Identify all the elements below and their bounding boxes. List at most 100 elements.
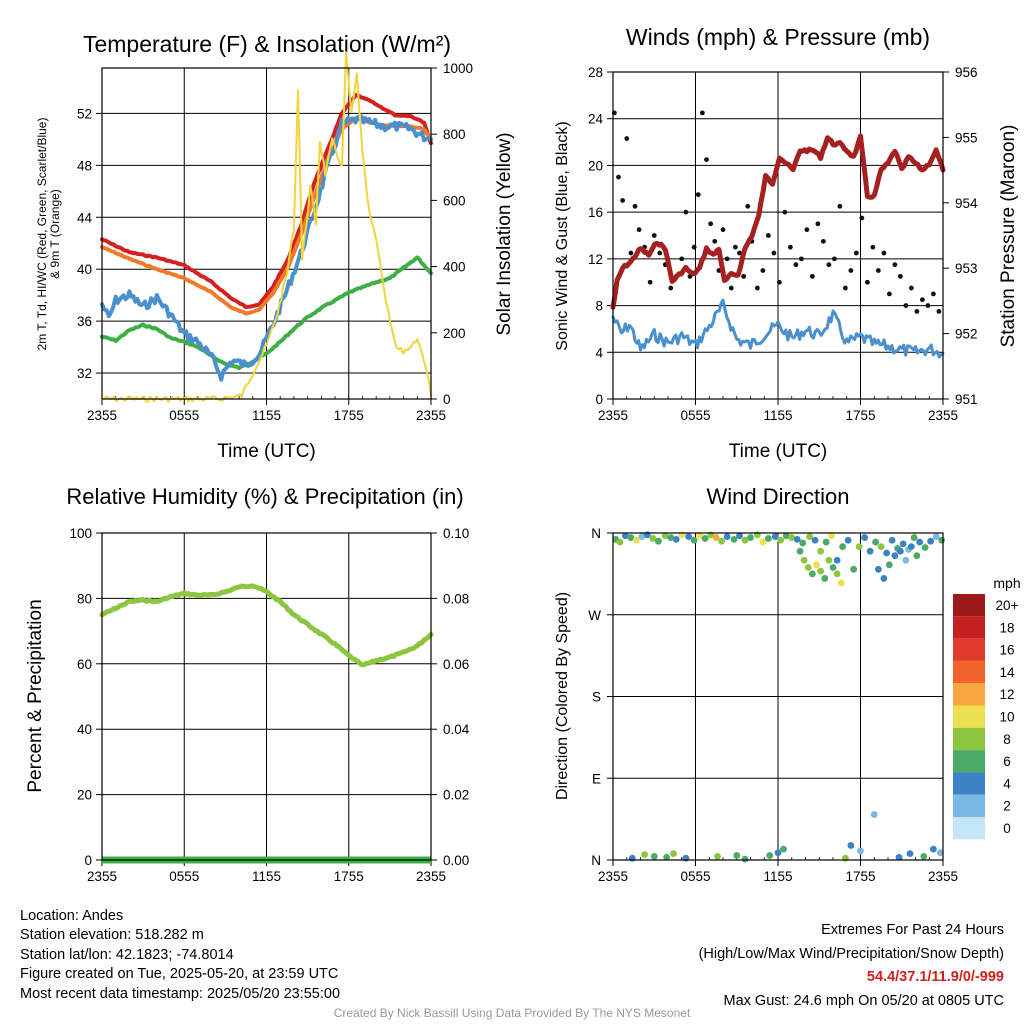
y-tick-label: 32 (77, 366, 92, 381)
y-tick-label: E (592, 771, 601, 786)
direction-point (672, 535, 680, 543)
plot-border (101, 67, 432, 400)
y-tick-label: W (588, 608, 601, 623)
wind-direction-panel: 2355 0555 1155 1755 2355 Wind Direction N E S W N D… (554, 484, 1021, 884)
y-tick-label: 60 (77, 657, 92, 672)
series-2m-t (100, 92, 433, 310)
y-tick-label: 0 (84, 853, 92, 868)
direction-point (650, 852, 658, 860)
legend-swatch (953, 817, 985, 840)
direction-point (759, 538, 767, 546)
x-tick-label: 0555 (169, 408, 199, 423)
legend-swatch (953, 727, 985, 751)
legend-swatch (953, 772, 985, 795)
extremes-values: 54.4/37.1/11.9/0/-999 (866, 969, 1004, 985)
direction-point (932, 533, 940, 541)
y-axis-label-left: 2m T, Td, HI/WC (Red, Green, Scarlet/Blu… (35, 118, 62, 351)
gust-point (741, 273, 747, 279)
gust-point (760, 268, 766, 273)
station-elevation: Station elevation: 518.282 m (20, 927, 204, 944)
gust-point (782, 209, 788, 215)
station-info: Location: Andes Station elevation: 518.2… (20, 907, 340, 1004)
gust-point (820, 238, 826, 244)
gust-point (724, 256, 730, 262)
direction-point (804, 564, 812, 571)
direction-point (654, 537, 662, 545)
y-right-tick-label: 955 (955, 130, 978, 145)
gust-point (628, 250, 634, 256)
winds-pressure-panel: 2355 0555 1155 1755 2355 Winds (mph) & Pressu… (554, 24, 1019, 462)
gust-point (720, 227, 726, 233)
figure-created: Figure created on Tue, 2025-05-20, at 23… (20, 966, 339, 983)
y-right-tick-label: 954 (955, 196, 978, 211)
direction-point (822, 538, 830, 546)
gust-point (632, 203, 638, 209)
y-tick-label: 28 (588, 65, 603, 80)
y-tick-label: S (592, 690, 601, 705)
y-right-tick-label: 953 (955, 261, 978, 276)
direction-point (817, 567, 825, 575)
gust-point (771, 250, 777, 256)
direction-point (811, 536, 819, 544)
direction-point (927, 537, 935, 545)
y-right-tick-label: 0.08 (443, 591, 469, 606)
y-right-tick-label: 0.06 (443, 657, 469, 672)
direction-point (877, 543, 885, 551)
gust-point (728, 285, 734, 291)
x-tick-label: 1755 (334, 869, 364, 884)
gust-point (620, 198, 626, 203)
direction-point (667, 534, 675, 541)
direction-point (907, 543, 915, 551)
legend-swatch (953, 683, 985, 706)
direction-point (833, 556, 841, 564)
max-gust: Max Gust: 24.6 mph On 05/20 at 0805 UTC (723, 992, 1004, 1009)
direction-point (747, 534, 754, 541)
y-tick-label: 44 (77, 210, 93, 225)
direction-point (929, 845, 937, 853)
y-tick-label: 16 (588, 205, 603, 220)
direction-point (641, 851, 649, 858)
legend-swatch (953, 638, 985, 661)
direction-point (874, 565, 882, 573)
direction-point (627, 534, 635, 541)
gust-point (936, 309, 942, 314)
direction-point (844, 536, 852, 544)
gust-point (798, 256, 804, 262)
gust-point (754, 285, 760, 291)
gust-point (815, 221, 821, 227)
x-axis-label: Time (UTC) (217, 441, 316, 462)
y-tick-label: 4 (595, 345, 603, 360)
gust-point (691, 244, 697, 250)
x-tick-label: 2355 (928, 869, 958, 884)
legend-label: 16 (999, 643, 1014, 658)
plot-border (101, 532, 432, 861)
direction-point (896, 547, 904, 555)
gust-point (683, 209, 689, 215)
direction-point (806, 533, 814, 541)
x-tick-label: 1155 (252, 408, 281, 423)
gust-point (699, 110, 705, 116)
gust-point (809, 273, 815, 279)
gust-point (624, 136, 630, 141)
gust-point (647, 279, 653, 285)
x-tick-label: 1755 (845, 869, 875, 884)
direction-point (899, 540, 907, 548)
legend-label: 10 (999, 710, 1014, 725)
x-tick-label: 1155 (763, 408, 792, 423)
direction-point (906, 850, 914, 858)
gust-point (636, 227, 642, 233)
direction-point (938, 536, 946, 544)
direction-point (782, 532, 790, 540)
gust-point (793, 262, 799, 268)
x-tick-label: 0555 (680, 869, 710, 884)
y-right-tick-label: 0.02 (443, 788, 469, 803)
station-location: Location: Andes (20, 908, 124, 924)
y-right-tick-label: 951 (955, 392, 978, 407)
direction-point (766, 852, 774, 859)
gust-point (853, 250, 859, 256)
direction-point (870, 811, 878, 818)
gust-point (875, 268, 881, 273)
y-tick-label: 40 (77, 262, 92, 277)
gust-point (712, 238, 718, 244)
